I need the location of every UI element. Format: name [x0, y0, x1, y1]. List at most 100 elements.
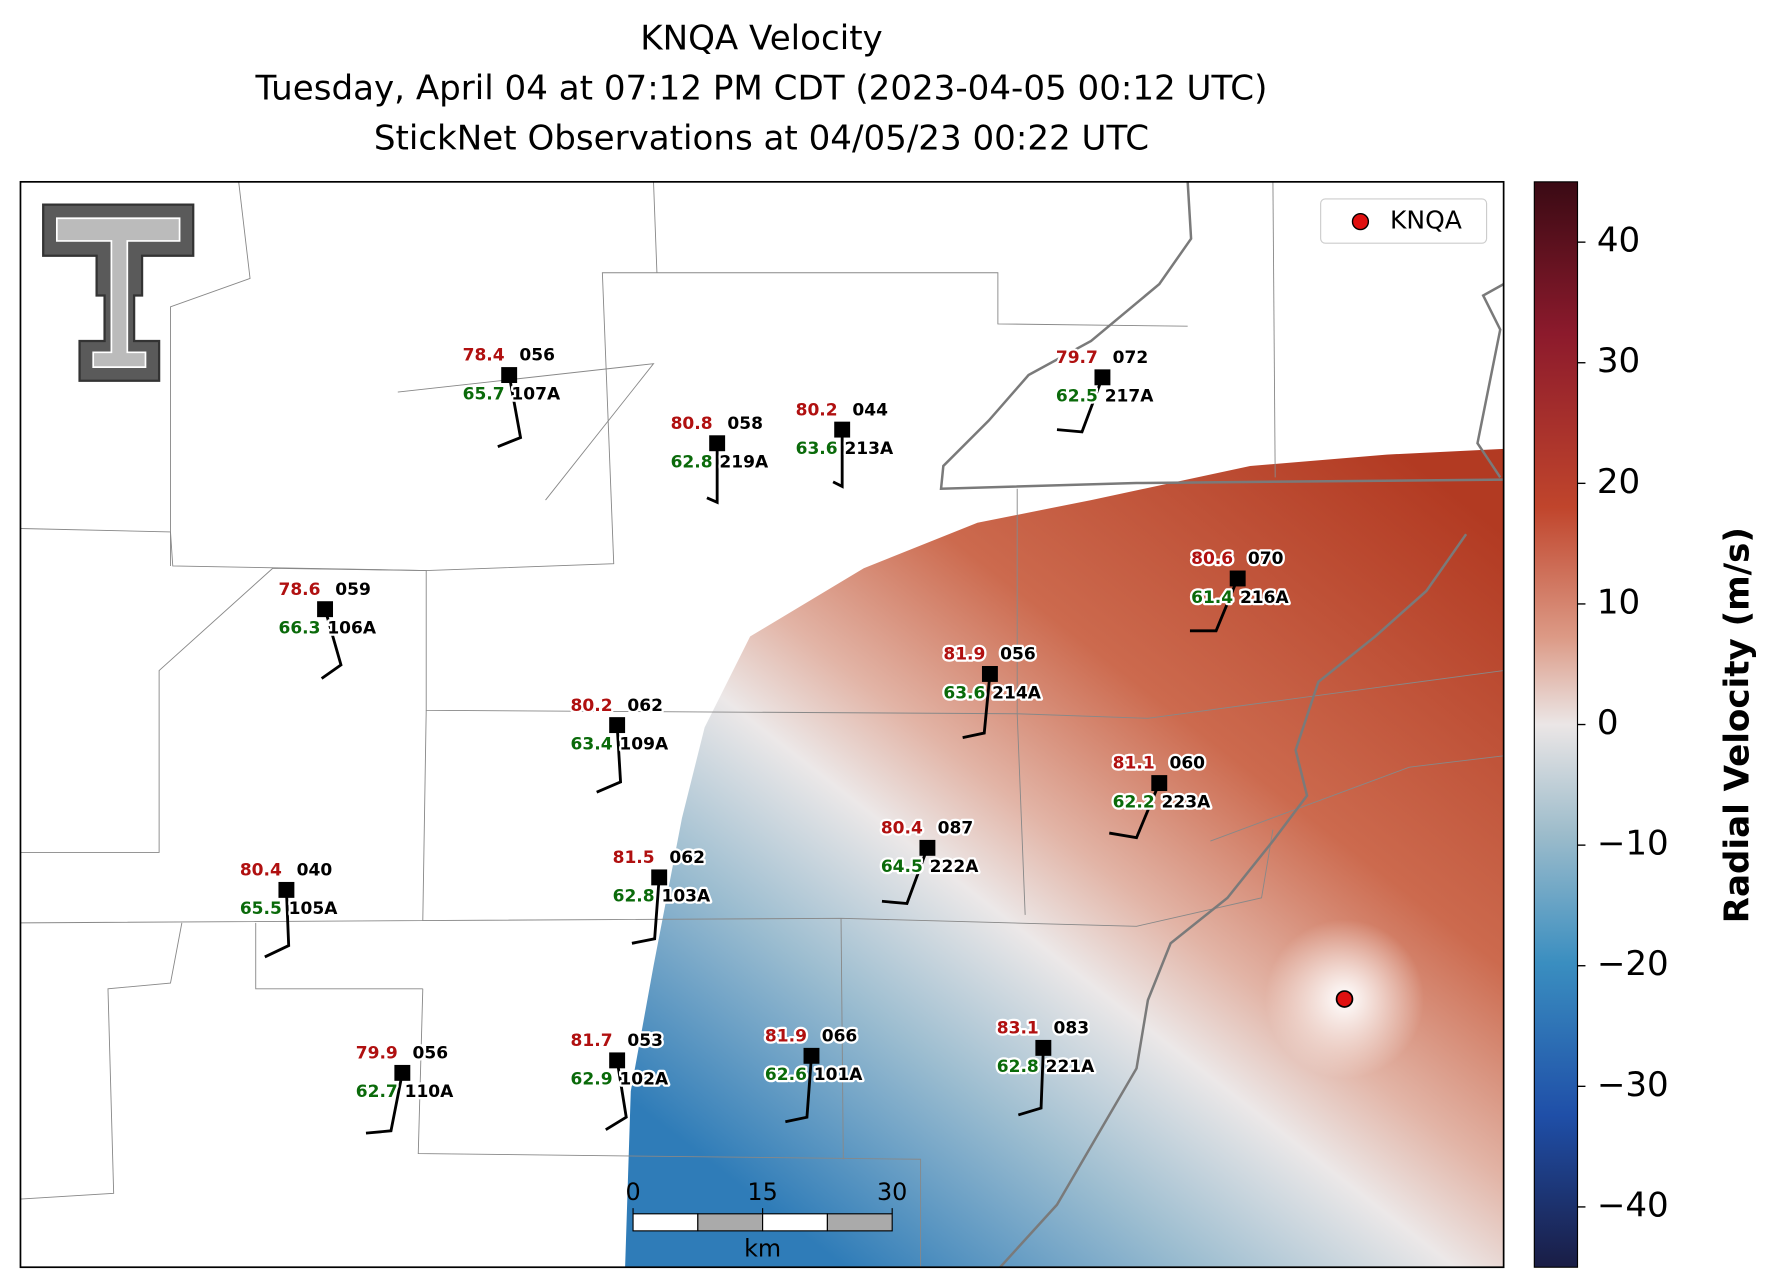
- wind-barb: [497, 374, 523, 448]
- station: 80.2 062 63.4 109A: [568, 694, 671, 794]
- scale-unit: km: [744, 1235, 781, 1263]
- station-marker: [317, 601, 334, 618]
- scale-bar: 0 15 30 km: [625, 1178, 907, 1263]
- station-code: 062: [627, 696, 663, 716]
- station-code: 062: [669, 848, 705, 868]
- colorbar-tick-label: −30: [1597, 1065, 1669, 1105]
- legend-label: KNQA: [1390, 206, 1462, 235]
- station-marker: [919, 839, 936, 856]
- dewpoint: 65.5: [240, 899, 282, 919]
- station-code: 087: [938, 819, 974, 839]
- station-id: 109A: [619, 734, 669, 754]
- scale-label: 30: [877, 1178, 907, 1206]
- station-code: 044: [852, 400, 888, 420]
- station-id: 223A: [1162, 792, 1212, 812]
- station-id: 103A: [661, 887, 711, 907]
- stations: 78.4 056 65.7 107A 80.8 058 62.8 219A 80.2 044 63.…: [238, 343, 1292, 1135]
- station-marker: [1229, 570, 1246, 587]
- temperature: 81.1: [1113, 754, 1155, 774]
- colorbar: [1533, 181, 1579, 1268]
- temperature: 81.9: [765, 1027, 807, 1047]
- wind-barb: [596, 725, 623, 794]
- rivers: [939, 181, 1504, 1268]
- station-id: 106A: [327, 618, 377, 638]
- colorbar-tick-label: 40: [1597, 221, 1640, 261]
- station-code: 056: [1000, 645, 1036, 665]
- station-id: 222A: [930, 857, 980, 877]
- title-line: KNQA Velocity: [640, 18, 883, 58]
- station-code: 083: [1054, 1019, 1090, 1039]
- scale-segment: [762, 1213, 828, 1232]
- colorbar-tick-label: −20: [1597, 944, 1669, 984]
- station-code: 072: [1113, 348, 1149, 368]
- dewpoint: 62.9: [571, 1070, 613, 1090]
- map-frame: [19, 180, 1505, 1269]
- station-marker: [709, 435, 726, 452]
- temperature: 78.6: [278, 580, 320, 600]
- wind-barb: [1056, 376, 1104, 434]
- wind-barb: [605, 1060, 628, 1131]
- station-code: 056: [413, 1044, 449, 1064]
- station-id: 219A: [719, 453, 769, 473]
- station-marker: [651, 869, 668, 886]
- scale-segment: [826, 1213, 893, 1232]
- station-id: 105A: [289, 899, 339, 919]
- temperature: 80.4: [881, 819, 923, 839]
- station: 81.7 053 62.9 102A: [568, 1029, 671, 1131]
- station-code: 058: [727, 414, 763, 434]
- scale-segment: [632, 1213, 699, 1232]
- station-marker: [803, 1047, 820, 1064]
- title-line: StickNet Observations at 04/05/23 00:22 …: [374, 118, 1149, 158]
- station-code: 070: [1248, 549, 1284, 569]
- wind-barb: [365, 1072, 404, 1135]
- dewpoint: 62.8: [997, 1057, 1039, 1077]
- station-marker: [609, 717, 626, 734]
- station-code: 040: [297, 861, 333, 881]
- wind-barb: [962, 673, 992, 739]
- station-id: 216A: [1240, 588, 1290, 608]
- logo: [42, 203, 195, 382]
- colorbar-ticks: 40 30 20 10 0 −10 −20 −30 −40: [1577, 221, 1669, 1225]
- wind-barb: [706, 443, 719, 505]
- dewpoint: 66.3: [278, 618, 320, 638]
- station-marker: [609, 1052, 626, 1069]
- station-code: 053: [627, 1031, 663, 1051]
- station: 81.5 062 62.8 103A: [610, 846, 713, 945]
- dewpoint: 62.8: [613, 887, 655, 907]
- station-id: 214A: [992, 683, 1042, 703]
- dewpoint: 63.6: [943, 683, 985, 703]
- wind-barb: [881, 847, 929, 906]
- station: 80.4 087 64.5 222A: [879, 816, 982, 906]
- colorbar-tick-label: 10: [1597, 582, 1640, 622]
- station: 81.1 060 62.2 223A: [1109, 751, 1213, 840]
- temperature: 81.7: [571, 1031, 613, 1051]
- temperature: 81.9: [943, 645, 985, 665]
- station-marker: [278, 881, 295, 898]
- temperature: 79.9: [356, 1044, 398, 1064]
- station-marker: [394, 1064, 411, 1081]
- temperature: 78.4: [463, 346, 505, 366]
- station-id: 101A: [814, 1065, 864, 1085]
- colorbar-label: Radial Velocity (m/s): [1717, 527, 1757, 923]
- station-marker: [834, 421, 851, 438]
- station: 80.6 070 61.4 216A: [1189, 547, 1292, 633]
- dewpoint: 62.7: [356, 1082, 398, 1102]
- temperature: 81.5: [613, 848, 655, 868]
- station: 79.7 072 62.5 217A: [1054, 346, 1157, 434]
- legend-marker: [1351, 212, 1370, 231]
- scale-label: 15: [747, 1178, 777, 1206]
- wind-barb: [631, 877, 661, 945]
- station-code: 066: [822, 1027, 858, 1047]
- radar-site: [1335, 990, 1354, 1008]
- wind-barb: [320, 608, 343, 680]
- dewpoint: 62.6: [765, 1065, 807, 1085]
- wind-barb: [832, 429, 844, 489]
- scale-segment: [697, 1213, 764, 1232]
- station: 80.2 044 63.6 213A: [793, 398, 896, 489]
- station-marker: [981, 666, 998, 682]
- dewpoint: 62.5: [1056, 387, 1098, 407]
- temperature: 79.7: [1056, 348, 1098, 368]
- colorbar-tick-label: −40: [1597, 1185, 1669, 1225]
- county-lines: [20, 181, 1504, 1268]
